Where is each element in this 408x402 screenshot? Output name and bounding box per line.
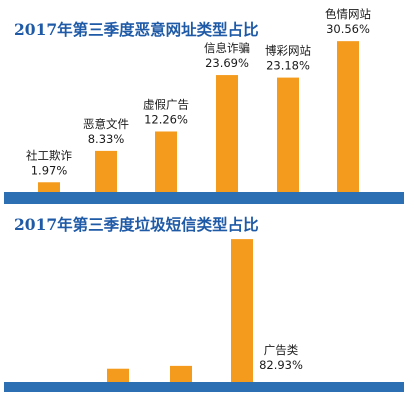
chart2-bar-2 <box>170 365 192 382</box>
chart2-baseline <box>4 382 404 392</box>
chart1-category-label-2: 恶意文件 <box>83 117 129 131</box>
chart1-category-label-1: 社工欺诈 <box>26 148 72 162</box>
chart2-category-label-3: 广告类 <box>264 343 299 357</box>
chart2-title: 2017年第三季度垃圾短信类型占比 <box>14 215 259 234</box>
chart1-bar-6 <box>337 41 359 192</box>
chart2-bar-3 <box>231 239 253 382</box>
chart2-plot: 7.71%诈骗类9.36%违法类82.93%广告类 <box>107 239 303 382</box>
chart1-bar-2 <box>95 150 117 192</box>
chart1-value-label-1: 1.97% <box>31 163 68 177</box>
chart1-value-label-3: 12.26% <box>144 112 188 126</box>
chart1-category-label-3: 虚假广告 <box>143 97 189 111</box>
chart1-category-label-5: 博彩网站 <box>265 44 311 58</box>
chart1-value-label-5: 23.18% <box>266 59 310 73</box>
chart2-value-label-3: 82.93% <box>259 358 303 372</box>
chart1-value-label-4: 23.69% <box>205 56 249 70</box>
chart1-baseline <box>4 192 404 204</box>
chart2-bar-1 <box>107 368 129 382</box>
chart1-title: 2017年第三季度恶意网址类型占比 <box>14 20 259 39</box>
chart1-plot: 1.97%社工欺诈 8.33%恶意文件 12.26%虚假广告 23.69%信息诈骗 23… <box>26 7 371 192</box>
chart1-bar-5 <box>277 77 299 192</box>
chart1-category-label-6: 色情网站 <box>325 7 371 21</box>
chart1-value-label-6: 30.56% <box>326 22 370 36</box>
chart1-bar-4 <box>216 75 238 192</box>
chart1-category-label-4: 信息诈骗 <box>204 41 250 55</box>
chart1-bar-3 <box>155 131 177 192</box>
chart1-value-label-2: 8.33% <box>88 132 125 146</box>
chart1-bar-1 <box>38 182 60 192</box>
